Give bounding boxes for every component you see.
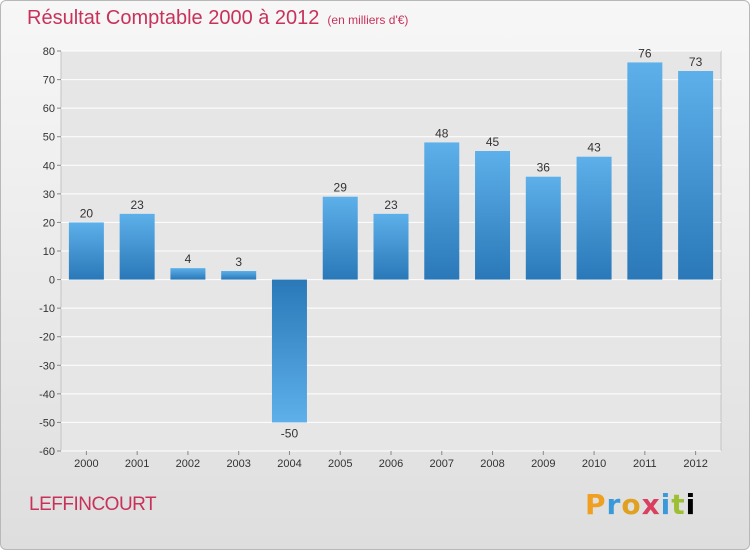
y-tick-label: 70 bbox=[43, 75, 55, 87]
bar-2010 bbox=[576, 156, 612, 280]
y-tick-label: -10 bbox=[39, 303, 55, 315]
data-label: 20 bbox=[80, 206, 94, 220]
y-tick-label: 30 bbox=[43, 189, 55, 201]
bar-2000 bbox=[68, 222, 104, 280]
y-tick-label: -40 bbox=[39, 389, 55, 401]
x-tick-label: 2010 bbox=[582, 458, 606, 470]
logo-letter: i bbox=[685, 488, 697, 521]
bar-2001 bbox=[119, 213, 155, 280]
bar-2006 bbox=[373, 213, 409, 280]
y-tick-label: -60 bbox=[39, 446, 55, 458]
data-label: -50 bbox=[281, 426, 299, 440]
bar-2002 bbox=[170, 268, 206, 280]
y-tick-label: -50 bbox=[39, 417, 55, 429]
data-label: 45 bbox=[486, 135, 500, 149]
data-label: 23 bbox=[384, 198, 398, 212]
bar-2008 bbox=[475, 151, 511, 280]
y-tick-label: 0 bbox=[49, 275, 55, 287]
logo-letter: r bbox=[606, 488, 622, 521]
y-tick-label: 50 bbox=[43, 132, 55, 144]
y-tick-label: 20 bbox=[43, 217, 55, 229]
x-tick-label: 2009 bbox=[531, 458, 555, 470]
x-tick-label: 2008 bbox=[480, 458, 504, 470]
bar-2007 bbox=[424, 142, 460, 280]
x-tick-label: 2005 bbox=[328, 458, 352, 470]
bar-2005 bbox=[322, 196, 358, 280]
x-tick-label: 2004 bbox=[277, 458, 301, 470]
chart-subtitle: (en milliers d'€) bbox=[327, 13, 409, 27]
data-label: 36 bbox=[537, 161, 551, 175]
bar-2011 bbox=[627, 62, 663, 280]
logo-letter: P bbox=[585, 488, 607, 521]
proxiti-logo: Proxiti bbox=[585, 488, 696, 521]
logo-letter: x bbox=[641, 488, 661, 521]
y-tick-label: 60 bbox=[43, 103, 55, 115]
data-label: 43 bbox=[587, 141, 601, 155]
logo-letter: t bbox=[671, 488, 686, 521]
y-tick-label: 40 bbox=[43, 160, 55, 172]
y-tick-label: -30 bbox=[39, 360, 55, 372]
place-name: LEFFINCOURT bbox=[29, 494, 157, 515]
logo-letter: o bbox=[621, 488, 642, 521]
y-tick-label: -20 bbox=[39, 332, 55, 344]
data-label: 73 bbox=[689, 55, 703, 69]
data-label: 76 bbox=[638, 46, 652, 60]
data-label: 29 bbox=[334, 181, 348, 195]
y-tick-label: 10 bbox=[43, 246, 55, 258]
x-tick-label: 2012 bbox=[683, 458, 707, 470]
chart-title-text: Résultat Comptable 2000 à 2012 bbox=[27, 7, 320, 29]
bar-2009 bbox=[525, 176, 561, 280]
x-tick-label: 2006 bbox=[379, 458, 403, 470]
x-tick-label: 2000 bbox=[74, 458, 98, 470]
x-tick-label: 2011 bbox=[633, 458, 657, 470]
chart-title: Résultat Comptable 2000 à 2012 (en millie… bbox=[27, 7, 408, 30]
x-tick-label: 2001 bbox=[125, 458, 149, 470]
x-tick-label: 2003 bbox=[226, 458, 250, 470]
x-tick-label: 2002 bbox=[176, 458, 200, 470]
data-label: 48 bbox=[435, 126, 449, 140]
data-label: 4 bbox=[185, 252, 192, 266]
logo-letter: i bbox=[660, 488, 672, 521]
data-label: 23 bbox=[130, 198, 144, 212]
x-tick-label: 2007 bbox=[430, 458, 454, 470]
bar-2004 bbox=[271, 279, 307, 423]
bar-2012 bbox=[678, 71, 714, 280]
data-label: 3 bbox=[235, 255, 242, 269]
y-tick-label: 80 bbox=[43, 46, 55, 58]
bar-2003 bbox=[221, 271, 257, 280]
